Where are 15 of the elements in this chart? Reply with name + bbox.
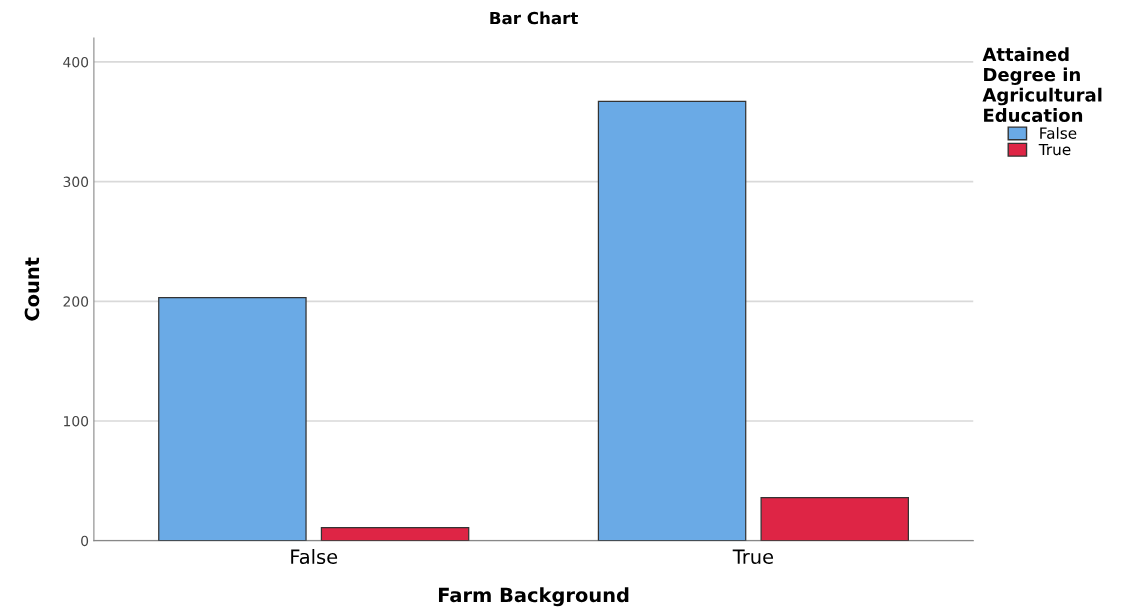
x-axis-title: Farm Background [438, 587, 629, 607]
bar [597, 100, 747, 541]
y-tick-label: 400 [63, 56, 89, 68]
legend-title: Attained Degree in Agricultural Education [982, 47, 1102, 123]
chart-title: Bar Chart [490, 11, 578, 25]
y-tick-label: 100 [64, 415, 89, 427]
y-axis-title: Count [24, 257, 40, 321]
bar [158, 297, 307, 541]
legend-label: False [1040, 127, 1077, 139]
y-tick-label: 200 [63, 296, 89, 307]
bar [760, 496, 910, 541]
bar [320, 526, 470, 541]
legend-label: True [1038, 143, 1071, 156]
y-tick-label: 0 [81, 535, 89, 547]
y-tick-label: 300 [63, 176, 89, 188]
